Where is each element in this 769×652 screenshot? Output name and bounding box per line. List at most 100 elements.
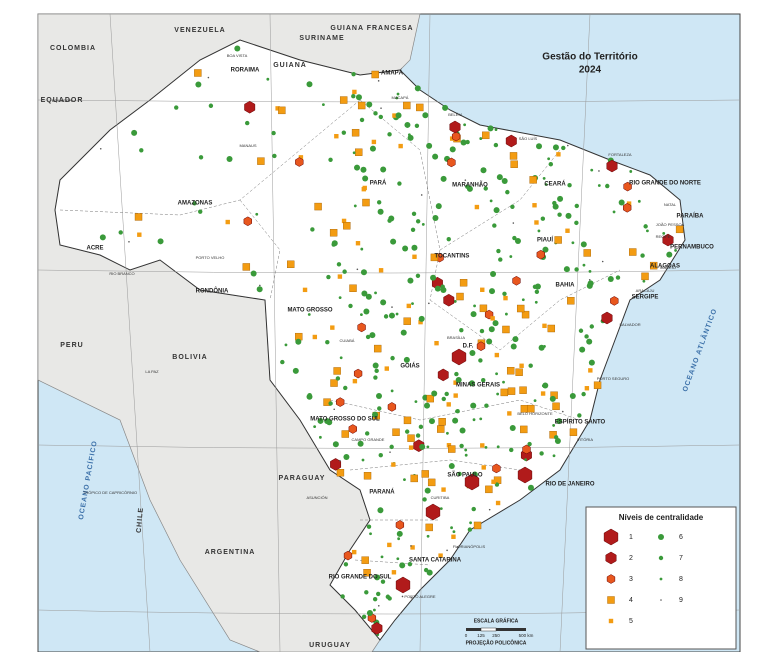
city-symbol — [496, 392, 500, 396]
city-symbol — [194, 69, 202, 77]
city-symbol — [582, 263, 586, 267]
legend-symbol — [603, 528, 619, 546]
city-symbol — [395, 312, 399, 316]
city-symbol — [339, 459, 341, 462]
city-symbol — [557, 212, 562, 217]
city-symbol — [532, 203, 537, 208]
city-symbol — [377, 507, 384, 514]
city-symbol — [452, 530, 456, 534]
city-symbol — [306, 393, 313, 400]
city-symbol — [244, 100, 256, 114]
state-label: GOIÁS — [400, 363, 419, 370]
city-symbol — [401, 595, 404, 598]
city-symbol — [410, 474, 418, 483]
city-symbol — [377, 80, 380, 82]
city-symbol — [391, 306, 393, 308]
city-symbol — [380, 107, 382, 109]
city-symbol — [333, 408, 336, 411]
city-symbol — [257, 157, 265, 165]
city-symbol — [392, 428, 400, 436]
city-symbol — [378, 452, 383, 458]
countrie-label: GUIANA — [273, 62, 307, 69]
city-symbol — [391, 570, 397, 575]
city-symbol — [397, 181, 402, 186]
city-symbol — [207, 76, 210, 79]
city-symbol — [464, 453, 468, 457]
city-symbol — [437, 368, 449, 382]
city-symbol — [587, 280, 594, 287]
city-symbol — [494, 352, 500, 358]
city-symbol — [139, 148, 144, 153]
city-symbol — [374, 291, 377, 295]
legend-symbol — [608, 618, 614, 624]
city-symbol — [662, 231, 666, 235]
city-symbol — [424, 402, 431, 409]
city-symbol — [517, 466, 533, 484]
graticule — [37, 13, 741, 652]
city-symbol — [534, 289, 540, 294]
city-symbol — [561, 145, 566, 151]
city-symbol — [479, 417, 483, 421]
city-symbol — [353, 204, 357, 208]
city-symbol — [357, 101, 366, 110]
city-symbol — [426, 534, 430, 538]
city-symbol — [407, 134, 414, 141]
city-symbol — [334, 134, 339, 139]
city-symbol — [318, 435, 322, 439]
city-symbol — [474, 204, 480, 210]
citie-label: BOA VISTA — [227, 53, 248, 58]
city-symbol — [449, 146, 456, 153]
city-symbol — [99, 234, 106, 241]
citie-label: JOÃO PESSOA — [656, 222, 685, 227]
city-symbol — [567, 297, 575, 305]
city-symbol — [512, 336, 519, 343]
city-symbol — [629, 170, 633, 173]
citie-label: PORTO VELHO — [196, 255, 225, 260]
city-symbol — [588, 368, 593, 373]
city-symbol — [404, 121, 411, 128]
city-symbol — [99, 147, 102, 150]
city-symbol — [584, 334, 589, 339]
legend-label: 2 — [629, 555, 633, 562]
city-symbol — [623, 203, 632, 213]
city-symbol — [374, 368, 379, 374]
scale-tick-label: 125 — [477, 633, 485, 638]
city-symbol — [588, 279, 591, 281]
city-symbol — [416, 103, 424, 112]
city-symbol — [442, 104, 449, 111]
city-symbol — [388, 215, 395, 222]
city-symbol — [295, 338, 302, 345]
city-symbol — [353, 368, 363, 379]
legend-label: 8 — [679, 576, 683, 583]
city-symbol — [366, 610, 373, 617]
city-symbol — [498, 257, 503, 262]
city-symbol — [437, 425, 445, 433]
city-symbol — [641, 272, 649, 281]
city-symbol — [494, 128, 498, 132]
city-symbol — [494, 482, 500, 487]
state-label: RORAIMA — [231, 68, 260, 74]
legend-label: 7 — [679, 555, 683, 562]
city-symbol — [512, 235, 517, 241]
city-symbol — [610, 296, 619, 306]
citie-label: SÃO LUÍS — [519, 136, 538, 141]
city-symbol — [502, 325, 510, 334]
legend-label: 5 — [629, 618, 633, 625]
city-symbol — [506, 366, 515, 375]
citie-label: MANAUS — [239, 143, 256, 148]
city-symbol — [415, 273, 421, 279]
city-symbol — [569, 392, 576, 399]
city-symbol — [505, 189, 510, 195]
city-symbol — [675, 225, 684, 234]
city-symbol — [470, 402, 477, 409]
legend-symbol — [658, 534, 664, 540]
city-symbol — [361, 614, 367, 619]
state-label: MATO GROSSO DO SUL — [310, 417, 380, 423]
city-symbol — [243, 216, 252, 227]
city-symbol — [549, 431, 557, 439]
city-symbol — [378, 268, 384, 273]
city-symbol — [406, 303, 411, 309]
city-symbol — [208, 103, 214, 108]
city-symbol — [543, 345, 546, 348]
